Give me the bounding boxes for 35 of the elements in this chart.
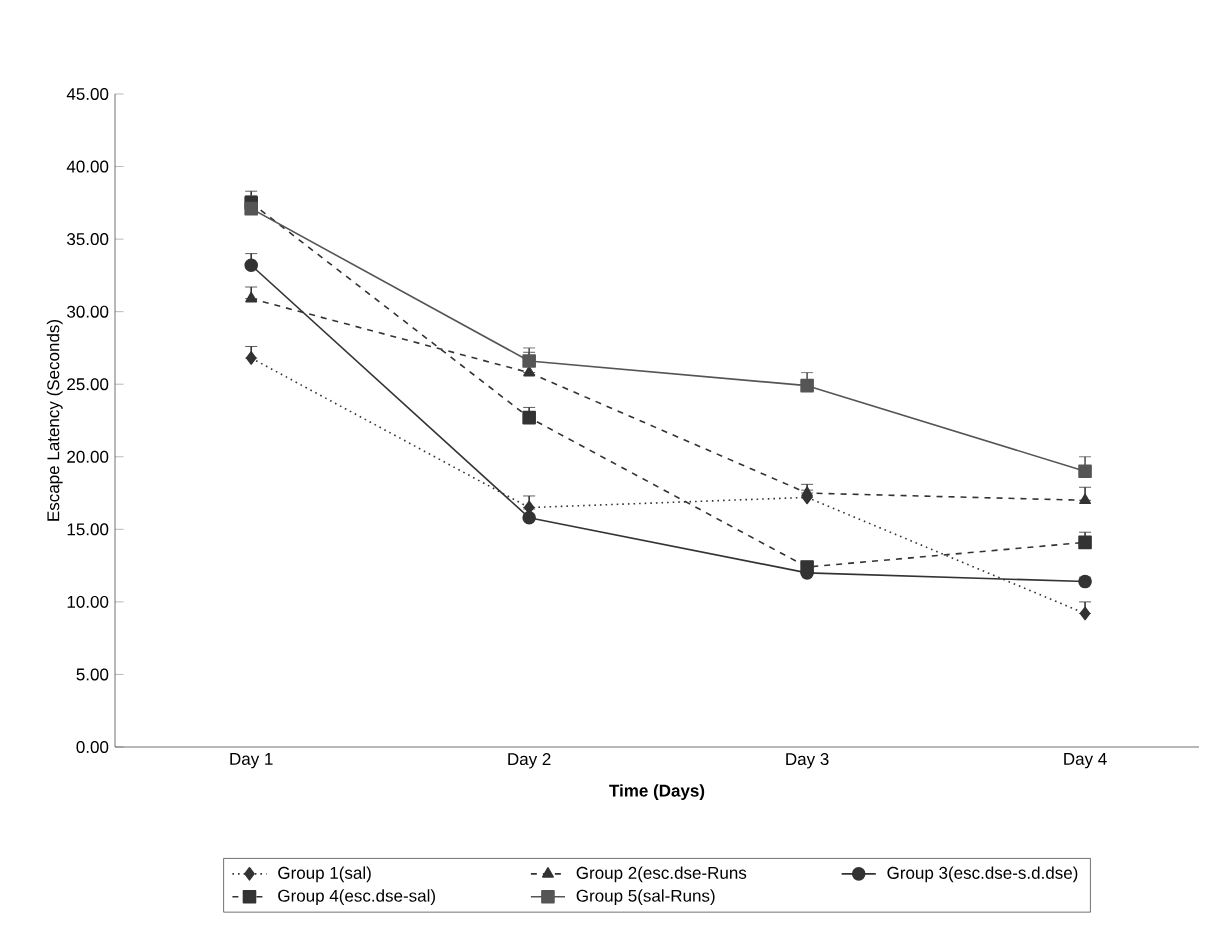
x-tick-label: Day 4 [1064,753,1107,769]
x-tick-label: Day 2 [508,753,551,769]
point [522,354,536,368]
point [245,291,258,303]
y-tick-label: 0.00 [76,741,109,754]
point [1079,606,1091,621]
legend-label: Group 1(sal) [278,866,371,883]
point [1078,535,1092,550]
legend-label: Group 2(esc.dse-Runs [576,866,747,883]
y-tick-label: 15.00 [67,523,109,536]
x-axis-title: Time (Days) [609,784,705,801]
point [800,560,814,574]
point [522,510,536,525]
x-tick-label: Day 3 [786,753,829,769]
y-tick-label: 30.00 [67,305,109,318]
legend-label: Group 4(esc.dse-sal) [278,889,435,906]
point [1079,493,1092,505]
y-tick-label: 5.00 [76,668,109,681]
point [244,201,258,216]
legend-label: Group 3(esc.dse-s.d.dse) [887,866,1078,883]
y-tick-label: 20.00 [67,450,109,463]
point [1078,464,1092,479]
point [800,378,814,393]
y-tick-label: 45.00 [66,87,109,100]
point [245,351,257,365]
point [522,410,536,425]
y-tick-label: 35.00 [67,233,109,246]
y-axis-title: Escape Latency (Seconds) [46,320,63,521]
y-tick-label: 40.00 [66,160,109,173]
legend-label: Group 5(sal-Runs) [576,889,715,906]
y-tick-label: 25.00 [67,378,109,391]
x-tick-label: Day 1 [230,753,273,769]
y-tick-label: 10.00 [67,595,109,608]
point [244,258,258,273]
point [1078,574,1092,589]
